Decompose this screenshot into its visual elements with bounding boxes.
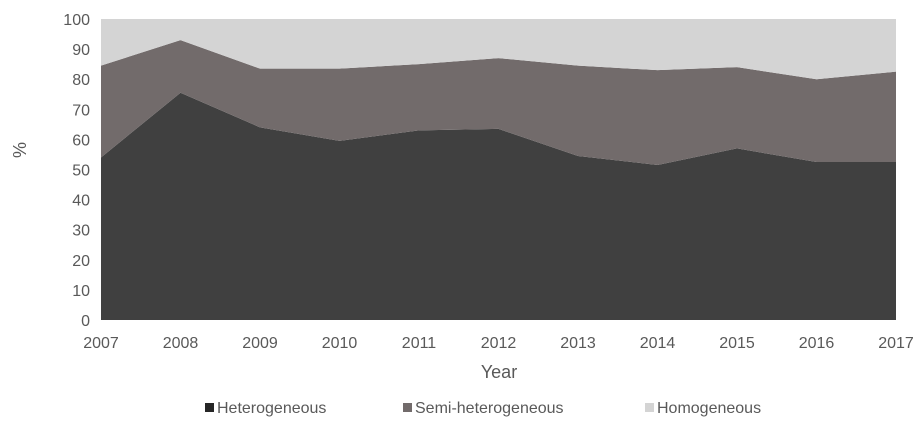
area-homogeneous [101, 19, 896, 80]
y-tick-label: 40 [72, 193, 90, 210]
legend: Heterogeneous Semi-heterogeneous Homogeneo… [205, 400, 761, 417]
x-axis-ticks: 2007 2008 2009 2010 2011 2012 2013 2014 2015 2016… [83, 335, 914, 352]
x-tick-label: 2008 [163, 335, 199, 352]
y-tick-label: 100 [63, 12, 90, 29]
x-tick-label: 2012 [481, 335, 517, 352]
y-tick-label: 70 [72, 102, 90, 119]
area-semi-heterogeneous [101, 40, 896, 165]
x-tick-label: 2009 [242, 335, 278, 352]
y-axis-ticks: 0 10 20 30 40 50 60 70 80 90 100 [63, 12, 90, 330]
x-tick-label: 2010 [322, 335, 358, 352]
y-axis-title: % [10, 142, 30, 158]
x-tick-label: 2007 [83, 335, 119, 352]
x-tick-label: 2014 [640, 335, 676, 352]
y-tick-label: 0 [81, 313, 90, 330]
y-tick-label: 30 [72, 223, 90, 240]
legend-label: Homogeneous [657, 400, 761, 417]
legend-item-homogeneous: Homogeneous [645, 400, 761, 417]
x-tick-label: 2016 [799, 335, 835, 352]
legend-swatch [205, 403, 214, 412]
legend-item-semi-heterogeneous: Semi-heterogeneous [403, 400, 564, 417]
y-tick-label: 10 [72, 283, 90, 300]
x-tick-label: 2017 [878, 335, 914, 352]
legend-label: Semi-heterogeneous [415, 400, 564, 417]
y-tick-label: 50 [72, 163, 90, 180]
x-tick-label: 2015 [719, 335, 755, 352]
legend-label: Heterogeneous [217, 400, 326, 417]
y-tick-label: 20 [72, 253, 90, 270]
x-axis-title: Year [481, 362, 517, 382]
area-layers [101, 19, 896, 321]
legend-swatch [645, 403, 654, 412]
y-tick-label: 80 [72, 72, 90, 89]
area-heterogeneous [101, 92, 896, 321]
legend-item-heterogeneous: Heterogeneous [205, 400, 326, 417]
x-tick-label: 2011 [402, 335, 437, 352]
x-tick-label: 2013 [560, 335, 596, 352]
legend-swatch [403, 403, 412, 412]
y-tick-label: 90 [72, 42, 90, 59]
y-tick-label: 60 [72, 132, 90, 149]
